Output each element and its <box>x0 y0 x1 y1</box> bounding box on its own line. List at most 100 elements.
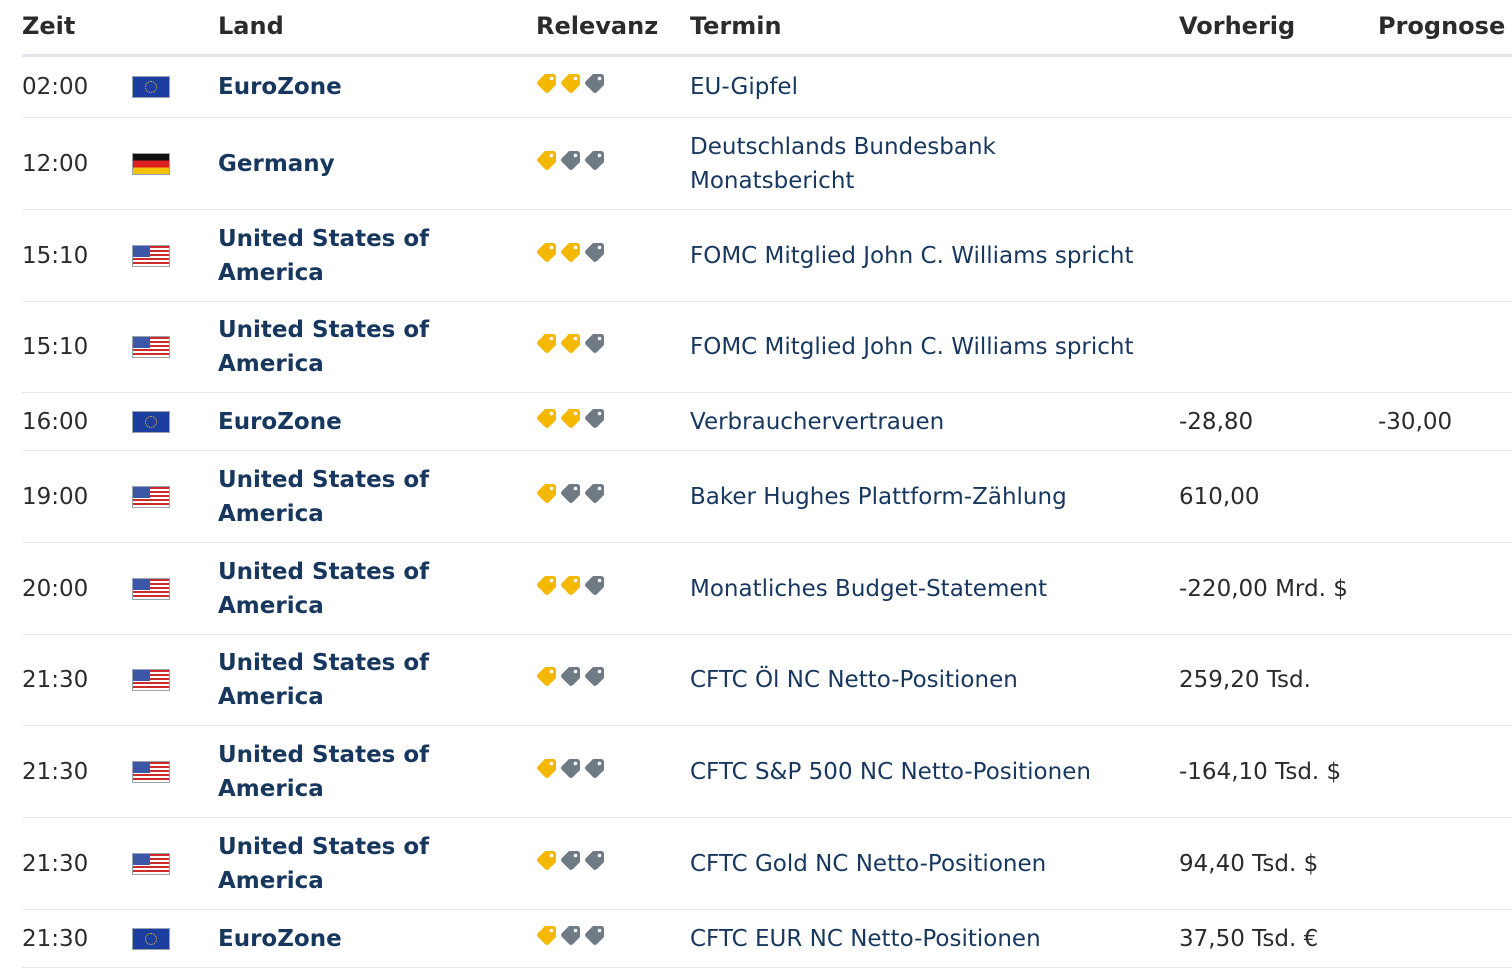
event-name[interactable]: Monatliches Budget-Statement <box>690 575 1048 602</box>
tag-icon <box>560 847 582 881</box>
country-link[interactable]: United States of America <box>218 650 430 710</box>
tag-icon <box>536 239 558 273</box>
table-row[interactable]: 21:30 EuroZone CFTC EUR NC Netto-Positione… <box>22 910 1512 968</box>
tag-icon <box>560 922 582 956</box>
tag-icon <box>560 480 582 514</box>
tag-icon <box>536 330 558 364</box>
flag-cell <box>132 210 192 301</box>
country-link[interactable]: United States of America <box>218 741 430 802</box>
header-time: Zeit <box>22 12 76 40</box>
event-name[interactable]: CFTC EUR NC Netto-Positionen <box>690 925 1041 952</box>
table-header: Zeit Land Relevanz Termin Vorherig Progn… <box>22 0 1512 57</box>
country-link[interactable]: United States of America <box>218 833 430 894</box>
header-forecast: Prognose <box>1378 12 1506 40</box>
tag-icon <box>536 480 558 514</box>
event-name[interactable]: FOMC Mitglied John C. Williams spricht <box>690 334 1134 360</box>
previous-value <box>1179 210 1349 301</box>
flag-cell <box>132 635 192 725</box>
event-name[interactable]: Verbrauchervertrauen <box>690 408 945 435</box>
previous-value <box>1179 57 1349 117</box>
event-name[interactable]: CFTC Öl NC Netto-Positionen <box>690 667 1018 693</box>
table-row[interactable]: 15:10 United States of America FOMC Mitgli… <box>22 302 1512 393</box>
forecast-value <box>1378 726 1508 817</box>
country-link[interactable]: EuroZone <box>218 74 342 100</box>
header-country: Land <box>218 12 284 40</box>
tag-icon <box>560 663 582 697</box>
previous-value: -164,10 Tsd. $ <box>1179 758 1342 785</box>
country-link[interactable]: United States of America <box>218 317 430 377</box>
eu-flag-icon <box>132 76 170 98</box>
event-name[interactable]: CFTC S&P 500 NC Netto-Positionen <box>690 758 1091 785</box>
usa-flag-icon <box>132 760 170 783</box>
flag-cell <box>132 726 192 817</box>
flag-cell <box>132 543 192 634</box>
event-name[interactable]: EU-Gipfel <box>690 74 798 100</box>
table-row[interactable]: 21:30 United States of America CFTC Gold N… <box>22 818 1512 910</box>
tag-icon <box>584 480 606 514</box>
country-link[interactable]: United States of America <box>218 225 430 286</box>
relevance-rating <box>536 726 646 817</box>
eu-flag-icon <box>132 410 170 433</box>
usa-flag-icon <box>132 852 170 875</box>
tag-icon <box>584 755 606 789</box>
tag-icon <box>584 147 606 181</box>
table-row[interactable]: 21:30 United States of America CFTC S&P 50… <box>22 726 1512 818</box>
table-row[interactable]: 19:00 United States of America Baker Hughe… <box>22 451 1512 543</box>
country-link[interactable]: EuroZone <box>218 408 342 435</box>
table-row[interactable]: 16:00 EuroZone Verbrauchervertrauen -28,80 -… <box>22 393 1512 451</box>
forecast-value <box>1378 451 1508 542</box>
previous-value <box>1179 118 1349 209</box>
event-time: 21:30 <box>22 667 89 693</box>
table-body: 02:00 EuroZone EU-Gipfel 12:00 Germany Deutsc… <box>22 57 1512 968</box>
event-time: 15:10 <box>22 334 89 360</box>
tag-icon <box>584 847 606 881</box>
previous-value: -220,00 Mrd. $ <box>1179 575 1348 602</box>
tag-icon <box>584 922 606 956</box>
tag-icon <box>536 847 558 881</box>
table-row[interactable]: 12:00 Germany Deutschlands Bundesbank Mona… <box>22 118 1512 210</box>
usa-flag-icon <box>132 577 170 600</box>
tag-icon <box>536 663 558 697</box>
country-link[interactable]: EuroZone <box>218 925 342 952</box>
event-name[interactable]: Deutschlands Bundesbank Monatsbericht <box>690 133 996 194</box>
event-time: 19:00 <box>22 483 89 510</box>
tag-icon <box>536 70 558 104</box>
flag-cell <box>132 118 192 209</box>
tag-icon <box>536 572 558 606</box>
event-name[interactable]: CFTC Gold NC Netto-Positionen <box>690 850 1047 877</box>
previous-value: 610,00 <box>1179 483 1260 510</box>
forecast-value <box>1378 57 1508 117</box>
country-link[interactable]: United States of America <box>218 558 430 619</box>
relevance-rating <box>536 635 646 725</box>
flag-cell <box>132 302 192 392</box>
relevance-rating <box>536 302 646 392</box>
tag-icon <box>560 147 582 181</box>
tag-icon <box>536 922 558 956</box>
event-name[interactable]: FOMC Mitglied John C. Williams spricht <box>690 242 1134 269</box>
tag-icon <box>584 663 606 697</box>
tag-icon <box>536 147 558 181</box>
relevance-rating <box>536 543 646 634</box>
previous-value: 94,40 Tsd. $ <box>1179 850 1319 877</box>
forecast-value <box>1378 635 1508 725</box>
table-row[interactable]: 02:00 EuroZone EU-Gipfel <box>22 57 1512 118</box>
tag-icon <box>560 405 582 439</box>
event-time: 21:30 <box>22 758 89 785</box>
event-time: 21:30 <box>22 925 89 952</box>
usa-flag-icon <box>132 669 170 691</box>
table-row[interactable]: 21:30 United States of America CFTC Öl NC … <box>22 635 1512 726</box>
tag-icon <box>536 405 558 439</box>
country-link[interactable]: Germany <box>218 150 335 177</box>
germany-flag-icon <box>132 152 170 175</box>
eu-flag-icon <box>132 927 170 950</box>
table-row[interactable]: 15:10 United States of America FOMC Mitgli… <box>22 210 1512 302</box>
relevance-rating <box>536 451 646 542</box>
header-event: Termin <box>690 12 782 40</box>
relevance-rating <box>536 910 646 967</box>
table-row[interactable]: 20:00 United States of America Monatliches… <box>22 543 1512 635</box>
forecast-value <box>1378 302 1508 392</box>
country-link[interactable]: United States of America <box>218 466 430 527</box>
tag-icon <box>560 572 582 606</box>
relevance-rating <box>536 818 646 909</box>
event-name[interactable]: Baker Hughes Plattform-Zählung <box>690 483 1067 510</box>
